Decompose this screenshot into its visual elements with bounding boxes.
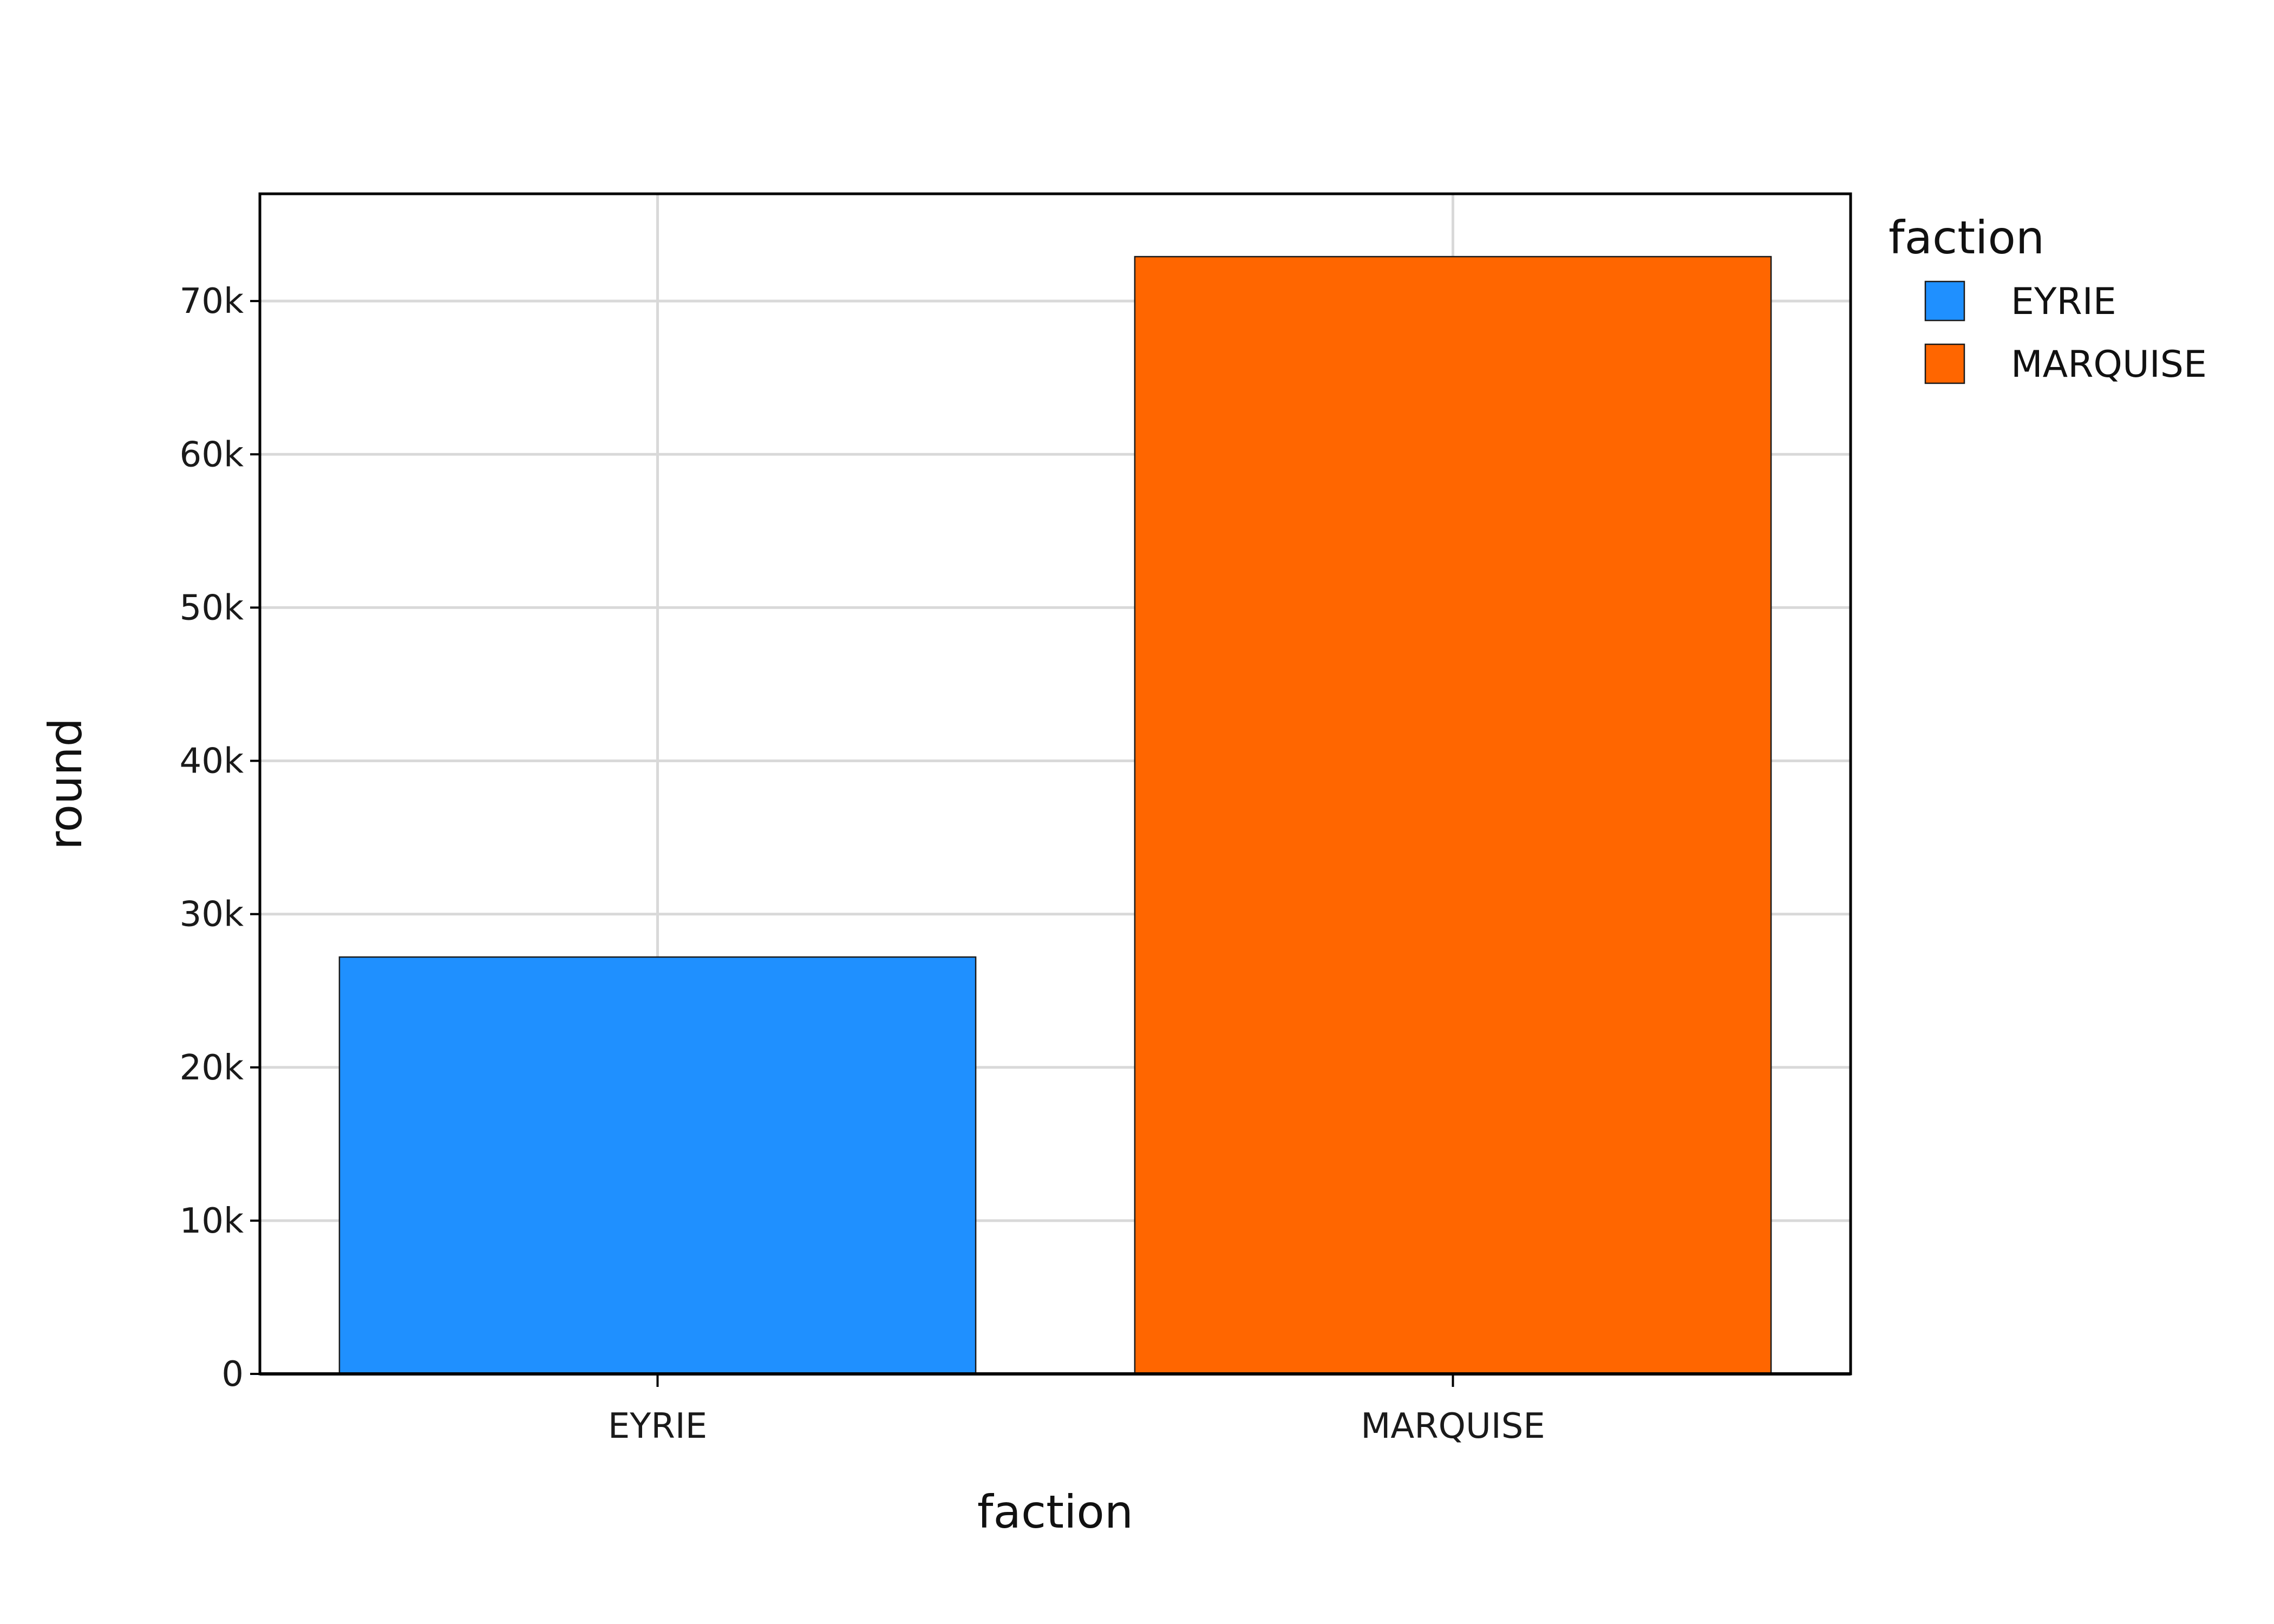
y-tick-label: 20k [180,1048,244,1088]
x-tick-label: MARQUISE [1361,1406,1545,1446]
bar-marquise [1134,256,1772,1375]
y-tick-label: 50k [180,588,244,628]
bars [338,256,1772,1375]
y-tick-label: 0 [221,1354,244,1394]
bar-eyrie [338,956,977,1375]
y-axis-title: round [39,718,92,850]
y-tick-label: 40k [180,742,244,782]
legend-label-marquise: MARQUISE [2011,343,2207,386]
y-tick-label: 10k [180,1201,244,1241]
legend-label-eyrie: EYRIE [2011,280,2116,323]
y-tick-label: 60k [180,435,244,475]
legend-swatch-marquise [1924,343,1965,384]
axes: 0 10k 20k 30k 40k 50k 60k 70k EYRIE MARQUISE [180,281,1851,1446]
x-tick-label: EYRIE [608,1406,707,1446]
y-tick-label: 70k [180,281,244,322]
legend: faction EYRIE MARQUISE [1889,211,2207,386]
y-tick-label: 30k [180,895,244,935]
x-axis-title: faction [977,1485,1133,1538]
legend-title: faction [1889,211,2044,264]
legend-swatch-eyrie [1924,280,1965,322]
